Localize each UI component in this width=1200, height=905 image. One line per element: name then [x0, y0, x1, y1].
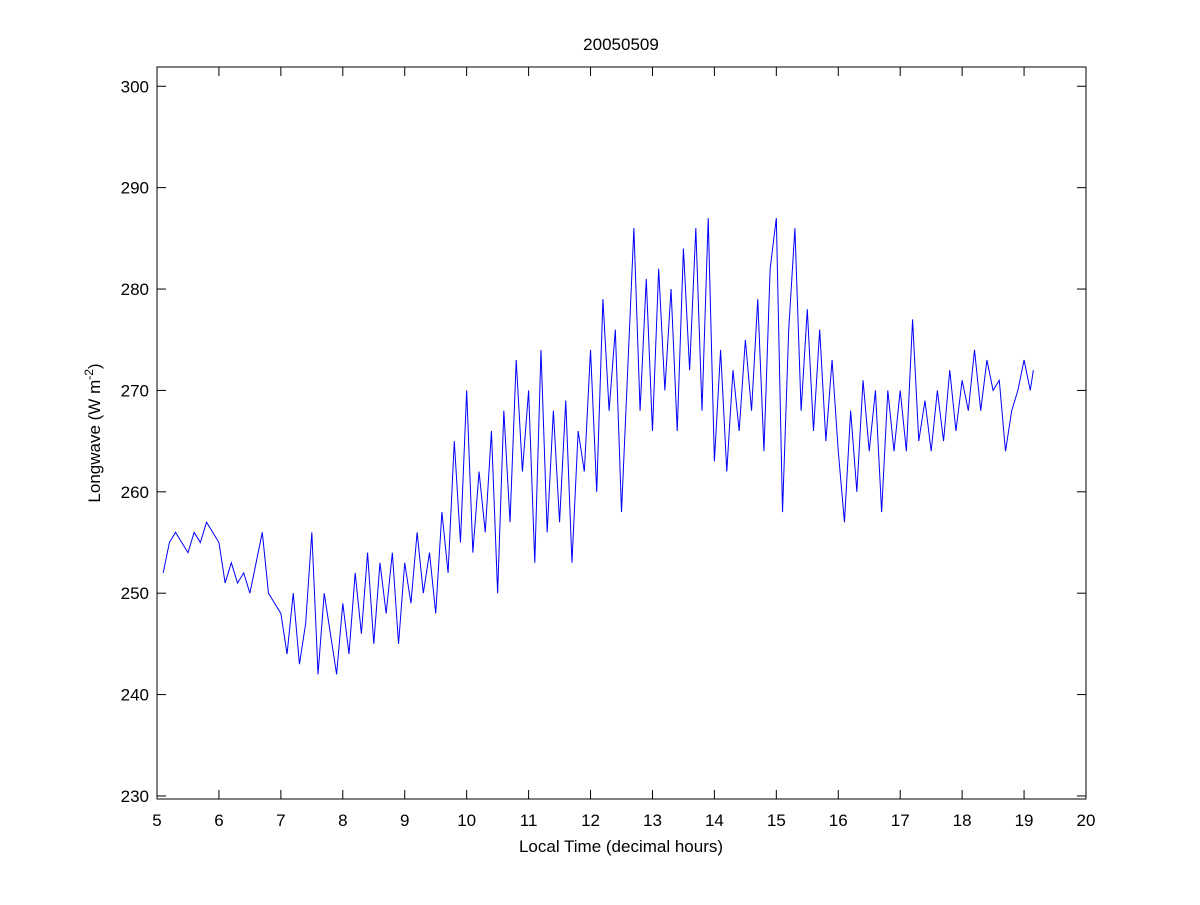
- x-tick-label: 9: [400, 811, 409, 830]
- x-tick-label: 11: [520, 811, 538, 830]
- y-label-text: Longwave (W m: [85, 380, 104, 503]
- x-tick-label: 19: [1015, 811, 1034, 830]
- x-tick-label: 20: [1077, 811, 1096, 830]
- x-tick-label: 16: [829, 811, 848, 830]
- chart-title: 20050509: [583, 35, 659, 54]
- y-tick-label: 280: [121, 280, 149, 299]
- x-tick-label: 12: [581, 811, 600, 830]
- x-tick-label: 15: [767, 811, 786, 830]
- y-tick-label: 250: [121, 584, 149, 603]
- x-tick-label: 8: [338, 811, 347, 830]
- x-tick-label: 10: [457, 811, 476, 830]
- y-tick-label: 300: [121, 77, 149, 96]
- y-axis-label: Longwave (W m-2): [82, 363, 104, 502]
- y-tick-label: 290: [121, 179, 149, 198]
- x-tick-label: 14: [705, 811, 724, 830]
- y-tick-label: 260: [121, 483, 149, 502]
- y-tick-label: 240: [121, 686, 149, 705]
- x-axis-label: Local Time (decimal hours): [519, 837, 723, 856]
- x-tick-label: 18: [953, 811, 972, 830]
- x-tick-label: 7: [276, 811, 285, 830]
- y-tick-label: 270: [121, 381, 149, 400]
- plot-frame: [156, 66, 1087, 800]
- x-tick-label: 13: [643, 811, 662, 830]
- y-label-end: ): [85, 363, 104, 369]
- x-tick-label: 17: [891, 811, 910, 830]
- y-label-sup: -2: [82, 369, 96, 380]
- x-tick-label: 6: [214, 811, 223, 830]
- y-tick-label: 230: [121, 787, 149, 806]
- x-tick-label: 5: [152, 811, 161, 830]
- data-line: [162, 217, 1034, 675]
